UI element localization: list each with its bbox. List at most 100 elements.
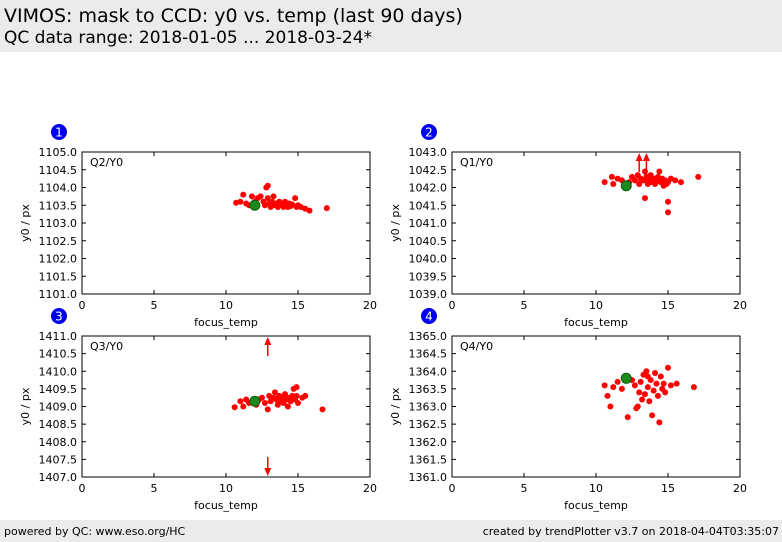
y-tick-label: 1361.0 bbox=[409, 471, 448, 484]
y-tick-label: 1407.0 bbox=[39, 471, 78, 484]
data-point bbox=[652, 370, 659, 377]
data-point bbox=[667, 382, 674, 389]
x-tick-label: 15 bbox=[661, 482, 675, 495]
y-tick-label: 1042.5 bbox=[409, 164, 448, 177]
y-tick-label: 1411.0 bbox=[39, 330, 78, 343]
x-axis-label: focus_temp bbox=[564, 499, 628, 512]
y-axis-label: y0 / px bbox=[19, 204, 32, 242]
y-axis-label: y0 / px bbox=[389, 204, 402, 242]
data-point bbox=[240, 403, 247, 410]
plot-frame bbox=[81, 151, 371, 295]
x-tick-label: 5 bbox=[151, 482, 158, 495]
y-axis-label: y0 / px bbox=[389, 387, 402, 425]
data-point bbox=[631, 177, 638, 184]
data-point bbox=[665, 364, 671, 371]
y-tick-label: 1101.5 bbox=[39, 270, 78, 283]
x-tick-label: 15 bbox=[661, 299, 675, 312]
panel-label: Q3/Y0 bbox=[90, 340, 123, 353]
y-tick-label: 1102.0 bbox=[39, 253, 78, 266]
y-tick-label: 1104.5 bbox=[39, 164, 78, 177]
data-point bbox=[261, 399, 268, 406]
y-tick-label: 1364.5 bbox=[409, 348, 448, 361]
y-tick-label: 1104.0 bbox=[39, 182, 78, 195]
data-point bbox=[646, 398, 653, 405]
data-point bbox=[665, 198, 671, 205]
y-tick-label: 1409.0 bbox=[39, 401, 78, 414]
data-point bbox=[665, 209, 671, 216]
data-point bbox=[259, 394, 265, 401]
x-tick-label: 0 bbox=[449, 482, 456, 495]
y-tick-label: 1039.5 bbox=[409, 270, 448, 283]
y-tick-label: 1408.5 bbox=[39, 418, 78, 431]
chart-panel-3: 3 0 5 10 15 20 1407.0 1407.5 1408.0 1408.5 1409.0 1… bbox=[19, 308, 377, 512]
y-tick-label: 1041.5 bbox=[409, 199, 448, 212]
data-point bbox=[264, 195, 271, 202]
x-tick-label: 15 bbox=[291, 482, 305, 495]
data-point bbox=[653, 380, 660, 387]
y-tick-label: 1362.5 bbox=[409, 418, 448, 431]
panel-badge bbox=[51, 124, 67, 140]
data-point bbox=[639, 396, 646, 403]
panel-badge-number: 4 bbox=[425, 310, 433, 324]
reference-point bbox=[249, 199, 261, 211]
y-tick-label: 1410.0 bbox=[39, 365, 78, 378]
x-tick-label: 0 bbox=[79, 299, 86, 312]
chart-grid: 10 5 10 15 201101.01101.51102.01102.51103.01… bbox=[19, 124, 747, 512]
data-point bbox=[292, 195, 299, 202]
y-tick-label: 1363.5 bbox=[409, 383, 448, 396]
x-tick-label: 15 bbox=[291, 299, 305, 312]
x-tick-label: 10 bbox=[219, 482, 233, 495]
data-point bbox=[306, 207, 313, 214]
data-point bbox=[631, 382, 638, 389]
outlier-arrowhead-down bbox=[264, 468, 272, 476]
x-tick-label: 5 bbox=[521, 299, 528, 312]
data-point bbox=[660, 380, 667, 387]
data-point bbox=[637, 378, 644, 385]
y-tick-label: 1040.0 bbox=[409, 253, 448, 266]
y-tick-label: 1407.5 bbox=[39, 453, 78, 466]
panel-label: Q1/Y0 bbox=[460, 156, 493, 169]
x-tick-label: 0 bbox=[79, 482, 86, 495]
panel-badge-number: 1 bbox=[55, 126, 63, 140]
data-point bbox=[264, 406, 271, 413]
data-point bbox=[231, 404, 238, 411]
x-tick-label: 20 bbox=[363, 299, 377, 312]
page-title: VIMOS: mask to CCD: y0 vs. temp (last 90… bbox=[4, 5, 463, 27]
x-axis-label: focus_temp bbox=[194, 316, 258, 329]
data-point bbox=[641, 391, 648, 398]
data-point bbox=[323, 205, 330, 212]
x-tick-label: 20 bbox=[733, 482, 747, 495]
x-tick-label: 20 bbox=[363, 482, 377, 495]
data-point bbox=[302, 392, 309, 399]
panel-badge bbox=[421, 124, 437, 140]
panel-badge-number: 2 bbox=[425, 126, 433, 140]
data-point bbox=[293, 384, 300, 391]
data-point bbox=[641, 195, 648, 202]
data-point bbox=[677, 179, 684, 186]
plot-frame bbox=[451, 335, 741, 478]
y-tick-label: 1042.0 bbox=[409, 182, 448, 195]
y-tick-label: 1101.0 bbox=[39, 288, 78, 301]
data-point bbox=[610, 384, 617, 391]
data-point bbox=[662, 389, 669, 396]
y-tick-label: 1363.0 bbox=[409, 401, 448, 414]
data-point bbox=[610, 180, 617, 187]
panel-label: Q4/Y0 bbox=[460, 340, 493, 353]
y-tick-label: 1043.0 bbox=[409, 146, 448, 159]
data-point bbox=[656, 419, 663, 426]
data-point bbox=[601, 382, 608, 389]
reference-point bbox=[620, 372, 632, 384]
reference-point bbox=[620, 180, 632, 192]
page-header: VIMOS: mask to CCD: y0 vs. temp (last 90… bbox=[0, 0, 782, 52]
data-point bbox=[608, 173, 615, 180]
data-point bbox=[240, 191, 247, 198]
data-point bbox=[673, 380, 680, 387]
y-tick-label: 1365.0 bbox=[409, 330, 448, 343]
chart-panel-1: 10 5 10 15 201101.01101.51102.01102.51103.01… bbox=[19, 124, 377, 329]
data-point bbox=[690, 384, 697, 391]
y-axis-label: y0 / px bbox=[19, 387, 32, 425]
page-footer: powered by QC: www.eso.org/HC created by… bbox=[0, 520, 782, 542]
footer-credit: powered by QC: www.eso.org/HC bbox=[4, 525, 186, 538]
x-tick-label: 5 bbox=[521, 482, 528, 495]
y-tick-label: 1102.5 bbox=[39, 235, 78, 248]
